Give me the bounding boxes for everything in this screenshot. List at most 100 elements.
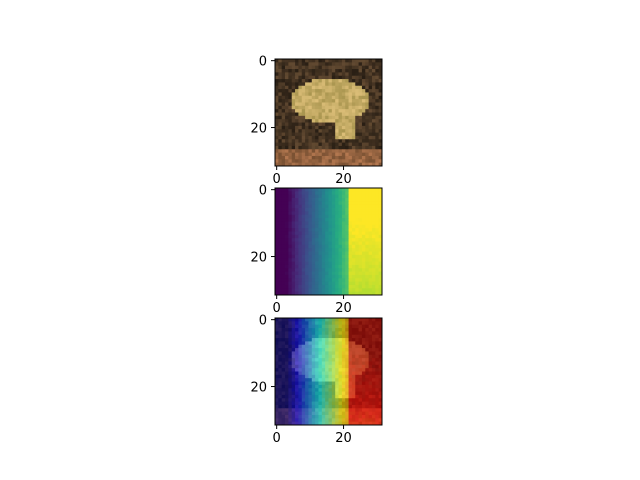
pixel [308, 258, 313, 262]
pixel [361, 384, 366, 389]
pixel [335, 361, 339, 366]
pixel [351, 194, 356, 199]
pixel [281, 228, 286, 232]
pixel [335, 75, 339, 80]
pixel [348, 152, 353, 157]
pixel [278, 318, 283, 322]
pixel [338, 251, 343, 256]
pixel [291, 102, 296, 107]
pixel [341, 188, 346, 192]
pixel [301, 258, 306, 262]
pixel [325, 358, 329, 362]
pixel [311, 411, 316, 416]
pixel [375, 204, 380, 209]
pixel [281, 328, 286, 332]
pixel [351, 248, 356, 252]
pixel [298, 421, 303, 426]
pixel [358, 341, 363, 346]
pixel [321, 341, 326, 346]
pixel [371, 254, 376, 259]
pixel [278, 92, 283, 97]
pixel [281, 381, 286, 386]
pixel [378, 152, 383, 157]
pixel [331, 241, 336, 246]
pixel [345, 214, 349, 219]
pixel [305, 89, 309, 93]
pixel [298, 75, 303, 80]
pixel [368, 125, 373, 130]
pixel [311, 142, 316, 147]
pixel [361, 79, 366, 83]
pixel [365, 228, 370, 232]
pixel [331, 388, 336, 392]
pixel [331, 214, 336, 219]
pixel [375, 139, 380, 143]
pixel [305, 318, 309, 322]
pixel [355, 159, 359, 164]
pixel [275, 99, 279, 103]
pixel [331, 211, 336, 216]
pixel [338, 115, 343, 120]
pixel [321, 278, 326, 283]
pixel [311, 361, 316, 366]
pixel [305, 194, 309, 199]
pixel [365, 364, 370, 369]
pixel [325, 404, 329, 409]
pixel [375, 284, 380, 289]
pixel [281, 404, 286, 409]
pixel [311, 364, 316, 369]
pixel [378, 421, 383, 426]
pixel [318, 324, 323, 329]
pixel [285, 139, 289, 143]
pixel [365, 398, 370, 402]
pixel [325, 238, 329, 242]
pixel [301, 198, 306, 202]
pixel [308, 374, 313, 379]
pixel [368, 102, 373, 107]
pixel [355, 125, 359, 130]
pixel [348, 211, 353, 216]
pixel [355, 79, 359, 83]
pixel [315, 129, 319, 133]
pixel [315, 381, 319, 386]
pixel [345, 318, 349, 322]
pixel [315, 65, 319, 70]
pixel [348, 135, 353, 140]
pixel [358, 354, 363, 359]
pixel [361, 194, 366, 199]
pixel [288, 281, 293, 286]
pixel [311, 251, 316, 256]
pixel [275, 271, 279, 276]
pixel [318, 341, 323, 346]
pixel [365, 384, 370, 389]
pixel [361, 142, 366, 147]
pixel [358, 155, 363, 160]
pixel [375, 112, 380, 117]
pixel [365, 358, 370, 362]
pixel [371, 384, 376, 389]
pixel [288, 139, 293, 143]
pixel [288, 401, 293, 406]
pixel [351, 344, 356, 349]
pixel [295, 85, 299, 90]
pixel [341, 85, 346, 90]
pixel [328, 221, 333, 226]
pixel [351, 214, 356, 219]
pixel [368, 401, 373, 406]
pixel [288, 364, 293, 369]
pixel [275, 69, 279, 73]
pixel [331, 201, 336, 206]
pixel [331, 218, 336, 222]
pixel [285, 211, 289, 216]
pixel [328, 115, 333, 120]
pixel [298, 241, 303, 246]
pixel [285, 261, 289, 266]
pixel [365, 105, 370, 110]
pixel [378, 251, 383, 256]
pixel [275, 384, 279, 389]
pixel [341, 119, 346, 123]
pixel [301, 204, 306, 209]
pixel [351, 62, 356, 67]
pixel [368, 208, 373, 212]
pixel [305, 152, 309, 157]
